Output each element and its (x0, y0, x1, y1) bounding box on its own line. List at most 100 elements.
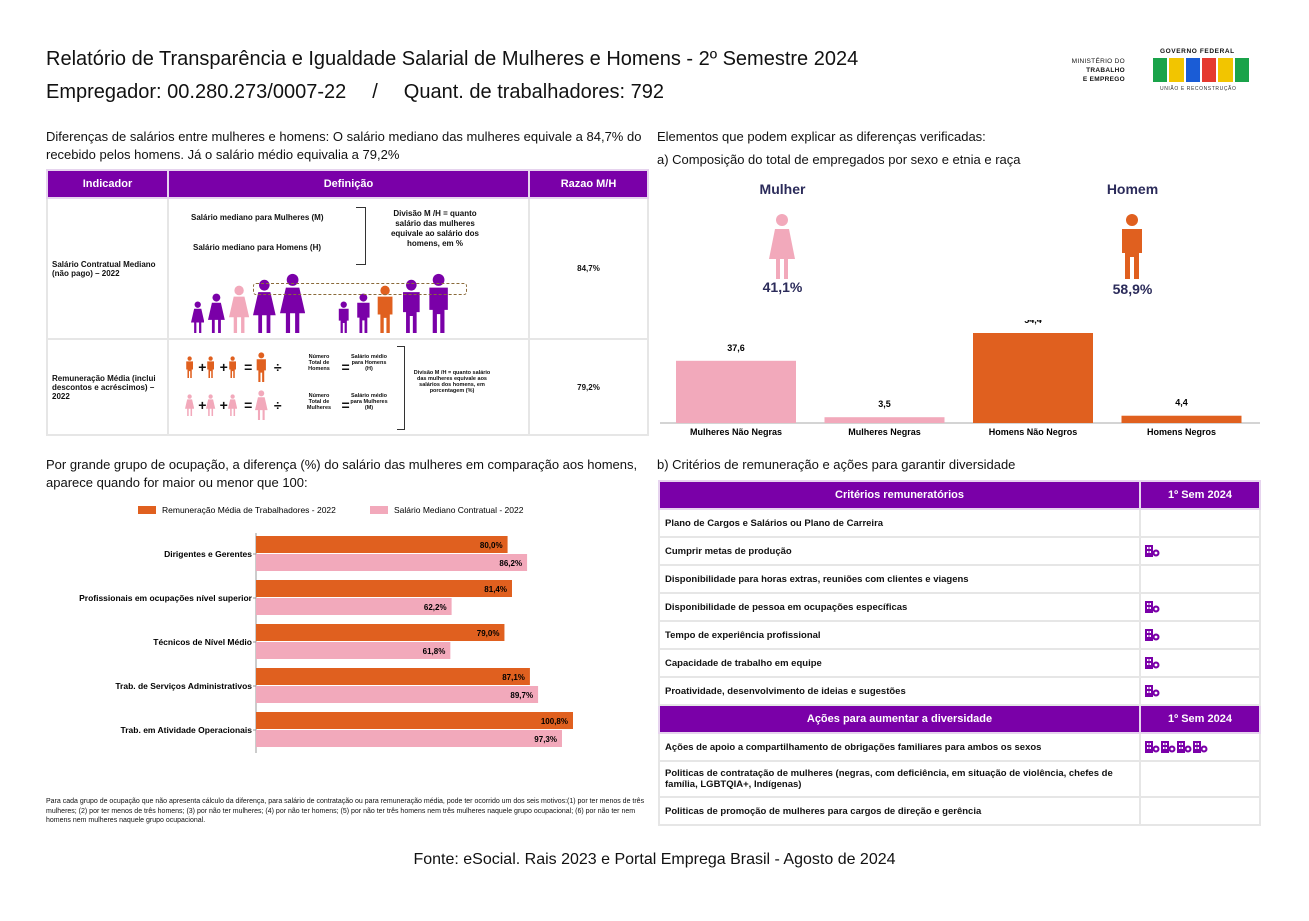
source-note: Fonte: eSocial. Rais 2023 e Portal Empre… (413, 851, 896, 868)
criteria-mark (1139, 508, 1261, 538)
category-label: Dirigentes e Gerentes (164, 549, 252, 559)
brace (397, 346, 405, 430)
legend-swatch (138, 506, 156, 514)
building-icon (1145, 685, 1160, 697)
bar-value-label: 62,2% (424, 603, 447, 612)
composition-title: a) Composição do total de empregados por… (657, 152, 1021, 167)
bar-value-label: 86,2% (499, 559, 522, 568)
category-label: Homens Negros (1147, 427, 1216, 437)
category-label: Trab. de Serviços Administrativos (115, 681, 252, 691)
woman-icon (769, 214, 795, 279)
bar-value-label: 81,4% (484, 585, 507, 594)
section-header: Critérios remuneratórios 1º Sem 2024 (658, 480, 1261, 510)
report-title: Relatório de Transparência e Igualdade S… (46, 48, 859, 70)
employer-id: Empregador: 00.280.273/0007-22 (46, 81, 347, 103)
criteria-row: Plano de Cargos e Salários ou Plano de C… (658, 508, 1261, 538)
bar-value-label: 61,8% (423, 647, 446, 656)
building-icon (1161, 741, 1176, 753)
avg-men: Salário médio para Homens (H) (350, 354, 388, 372)
building-icon (1145, 601, 1160, 613)
tagline: UNIÃO E RECONSTRUÇÃO (1160, 86, 1237, 92)
bar-value-label: 37,6 (727, 343, 745, 353)
occupation-bar (256, 712, 573, 729)
action-row: Ações de apoio a compartilhamento de obr… (658, 732, 1261, 762)
average-figures: + + = ÷ = + + = ÷ = (185, 348, 485, 424)
indicator-label: Remuneração Média (inclui descontos e ac… (46, 338, 169, 436)
median-ratio: 84,7% (528, 197, 649, 340)
bar-value-label: 97,3% (534, 735, 557, 744)
building-icon (1193, 741, 1208, 753)
occupation-bar (256, 642, 451, 659)
occupation-bar (256, 624, 505, 641)
header-period: 1º Sem 2024 (1139, 704, 1261, 734)
category-label: Mulheres Negras (848, 427, 921, 437)
occupation-bar (256, 554, 528, 571)
building-icon (1145, 545, 1160, 557)
bar-value-label: 79,0% (477, 629, 500, 638)
action-mark (1139, 732, 1261, 762)
action-label: Ações de apoio a compartilhamento de obr… (658, 732, 1141, 762)
criteria-mark (1139, 620, 1261, 650)
occupation-bar (256, 730, 562, 747)
num-men: Número Total de Homens (308, 354, 330, 372)
bar-value-label: 89,7% (510, 691, 533, 700)
col-definition: Definição (167, 169, 530, 199)
legend-label: Salário Mediano Contratual - 2022 (394, 505, 524, 515)
category-label: Homens Não Negros (989, 427, 1078, 437)
criteria-row: Capacidade de trabalho em equipe (658, 648, 1261, 678)
bar-value-label: 4,4 (1175, 398, 1188, 408)
bar-value-label: 80,0% (480, 541, 503, 550)
people-figures (191, 273, 521, 333)
action-mark (1139, 760, 1261, 798)
composition-bar (973, 333, 1093, 423)
criteria-mark (1139, 648, 1261, 678)
indicator-table: Indicador Definição Razao M/H Salário Cont… (46, 169, 649, 436)
avg-women: Salário médio para Mulheres (M) (350, 393, 388, 411)
criteria-label: Disponibilidade para horas extras, reuni… (658, 564, 1141, 594)
median-men: Salário mediano para Homens (H) (193, 243, 322, 252)
criteria-row: Cumprir metas de produção (658, 536, 1261, 566)
composition-bar-chart: 37,6 Mulheres Não Negras 3,5 Mulheres Negra… (660, 320, 1260, 437)
header-label: Ações para aumentar a diversidade (658, 704, 1141, 734)
mulher-label: Mulher (759, 181, 806, 197)
occupation-bar (256, 580, 512, 597)
average-definition: + + = ÷ = + + = ÷ = Número Total de Homens Número… (167, 338, 530, 436)
indicator-label: Salário Contratual Mediano (não pago) – … (46, 197, 169, 340)
occupation-bar (256, 668, 530, 685)
criteria-mark (1139, 676, 1261, 706)
category-label: Trab. em Atividade Operacionais (121, 725, 253, 735)
salary-intro: Diferenças de salários entre mulheres e … (46, 129, 642, 162)
table-row: Remuneração Média (inclui descontos e ac… (46, 338, 649, 436)
criteria-label: Proatividade, desenvolvimento de ideias … (658, 676, 1141, 706)
occupation-bar-chart: Remuneração Média de Trabalhadores - 202… (79, 505, 573, 753)
average-division: Divisão M /H = quanto salário das mulher… (413, 370, 491, 394)
median-division: Divisão M /H = quanto salário das mulher… (390, 209, 480, 248)
elements-intro: Elementos que podem explicar as diferenç… (657, 129, 986, 144)
footnote: Para cada grupo de ocupação que não apre… (46, 798, 645, 824)
action-row: Politicas de contratação de mulheres (ne… (658, 760, 1261, 798)
criteria-label: Plano de Cargos e Salários ou Plano de C… (658, 508, 1141, 538)
employer-line: Empregador: 00.280.273/0007-22 / Quant. de… (46, 81, 664, 104)
section-header: Ações para aumentar a diversidade 1º Sem … (658, 704, 1261, 734)
criteria-row: Disponibilidade de pessoa em ocupações e… (658, 592, 1261, 622)
separator: / (372, 81, 378, 103)
occupation-bar (256, 536, 508, 553)
category-label: Técnicos de Nível Médio (153, 637, 252, 647)
criteria-label: Cumprir metas de produção (658, 536, 1141, 566)
median-women: Salário mediano para Mulheres (M) (191, 213, 324, 222)
government-logo: MINISTÉRIO DO TRABALHO E EMPREGO GOVERNO F… (1068, 48, 1258, 98)
col-ratio: Razao M/H (528, 169, 649, 199)
bar-value-label: 100,8% (541, 717, 568, 726)
col-indicator: Indicador (46, 169, 169, 199)
occupation-intro: Por grande grupo de ocupação, a diferenç… (46, 457, 638, 490)
num-women: Número Total de Mulheres (306, 393, 332, 411)
action-mark (1139, 796, 1261, 826)
legend-label: Remuneração Média de Trabalhadores - 202… (162, 505, 336, 515)
average-ratio: 79,2% (528, 338, 649, 436)
building-icon (1145, 629, 1160, 641)
gov-label: GOVERNO FEDERAL (1160, 48, 1235, 55)
worker-count: Quant. de trabalhadores: 792 (403, 81, 664, 103)
category-label: Profissionais em ocupações nível superio… (79, 593, 253, 603)
action-label: Politicas de promoção de mulheres para c… (658, 796, 1141, 826)
occupation-bar (256, 686, 539, 703)
